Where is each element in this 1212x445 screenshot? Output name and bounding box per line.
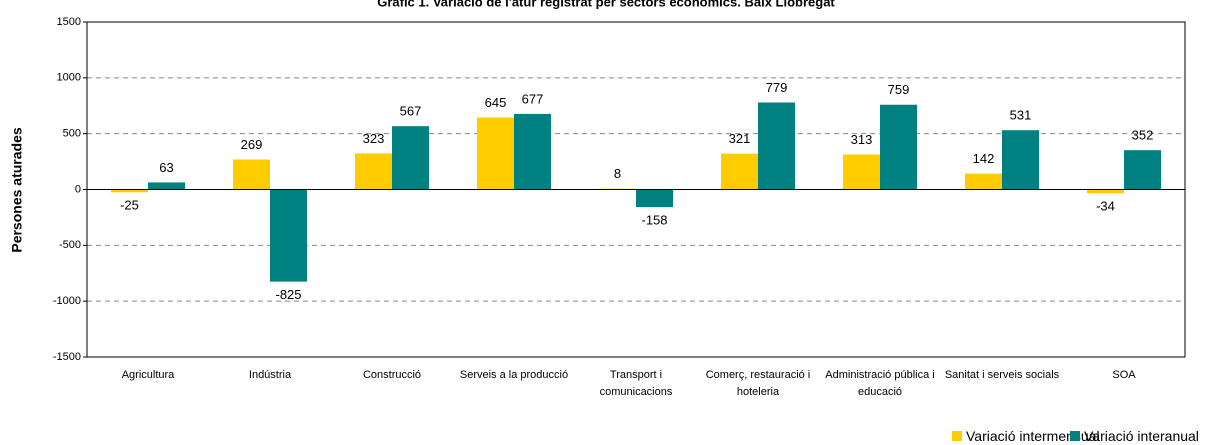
data-label: 645	[485, 95, 507, 110]
chart-title: Gràfic 1. Variació de l'atur registrat p…	[377, 0, 835, 9]
x-tick-label: Indústria	[248, 369, 292, 381]
legend-label: Variació interanual	[1084, 428, 1199, 444]
x-tick-label: Serveis a la producció	[459, 369, 569, 381]
bar	[233, 159, 270, 190]
data-label: -34	[1096, 199, 1115, 214]
y-tick-label: 1000	[57, 72, 81, 84]
bar	[270, 189, 307, 282]
bar	[636, 189, 673, 208]
x-tick-label: Construcció	[362, 369, 422, 381]
y-tick-label: -1500	[53, 351, 81, 363]
x-tick-label: Agricultura	[121, 369, 175, 381]
bar	[1087, 189, 1124, 194]
y-tick-label: 0	[75, 183, 81, 195]
legend-item: Variació intermensual	[952, 428, 1100, 444]
data-label: -25	[120, 198, 139, 213]
legend-swatch	[952, 431, 962, 441]
data-label: 269	[241, 137, 263, 152]
bar	[843, 154, 880, 190]
bar	[721, 153, 758, 190]
bar	[111, 189, 148, 193]
bar	[477, 117, 514, 190]
x-tick-label: SOA	[1112, 369, 1136, 381]
data-label: 352	[1132, 128, 1154, 143]
bar	[148, 182, 185, 190]
bar	[355, 153, 392, 190]
y-tick-label: -1000	[53, 295, 81, 307]
y-tick-label: 500	[63, 128, 81, 140]
y-axis-label: Persones aturades	[9, 127, 25, 252]
data-label: 779	[766, 80, 788, 95]
y-tick-label: -500	[59, 239, 81, 251]
data-label: -158	[641, 213, 667, 228]
data-label: 323	[363, 131, 385, 146]
data-label: 677	[522, 91, 544, 106]
x-tick-label: Administració pública i educació	[825, 369, 935, 398]
bar	[758, 102, 795, 190]
data-label: 63	[159, 160, 173, 175]
bar	[1124, 150, 1161, 190]
x-tick-label: Sanitat i serveis socials	[944, 369, 1060, 381]
bar	[392, 126, 429, 190]
data-label: 313	[851, 132, 873, 147]
bar	[965, 173, 1002, 190]
data-label: 531	[1010, 108, 1032, 123]
bar	[880, 104, 917, 190]
data-label: -825	[275, 287, 301, 302]
x-tick-label: Comerç, restauració i hoteleria	[705, 369, 811, 398]
legend-item: Variació interanual	[1070, 428, 1199, 444]
data-label: 8	[614, 166, 621, 181]
legend-label: Variació intermensual	[966, 428, 1100, 444]
x-tick-label: Transport i comunicacions	[599, 369, 673, 398]
bar	[514, 113, 551, 190]
data-label: 567	[400, 104, 422, 119]
data-label: 759	[888, 82, 910, 97]
data-label: 321	[729, 131, 751, 146]
bar	[1002, 130, 1039, 190]
data-label: 142	[973, 151, 995, 166]
y-tick-label: 1500	[57, 16, 81, 28]
legend-swatch	[1070, 431, 1080, 441]
